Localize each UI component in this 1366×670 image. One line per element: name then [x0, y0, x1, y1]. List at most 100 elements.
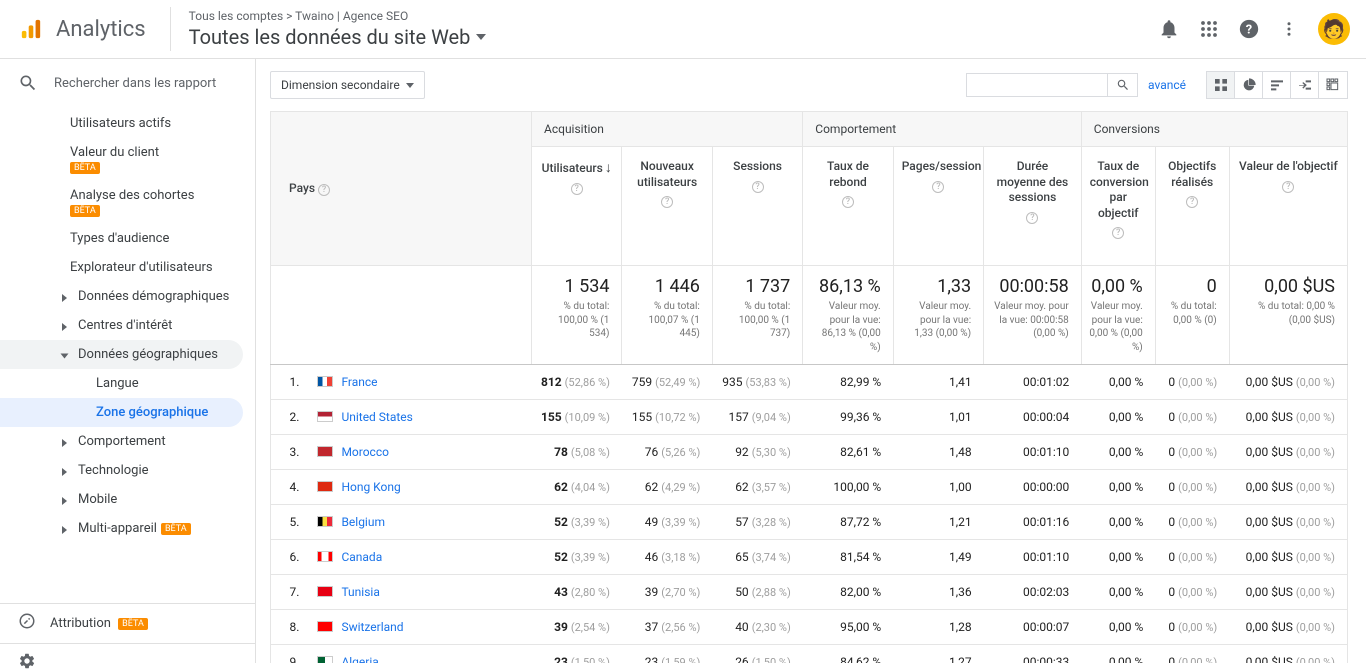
cell-pages: 1,21	[893, 505, 983, 540]
group-header-behavior: Comportement	[803, 112, 1081, 147]
view-table-button[interactable]	[1207, 72, 1235, 98]
cell-newusers: 759(52,49 %)	[622, 365, 712, 400]
cell-users: 812(52,86 %)	[532, 365, 622, 400]
country-link[interactable]: Belgium	[341, 515, 385, 529]
avatar[interactable]: 🧑	[1318, 13, 1350, 45]
view-bar-button[interactable]	[1263, 72, 1291, 98]
cell-sessions: 57(3,28 %)	[712, 505, 802, 540]
expand-icon	[62, 294, 67, 302]
sidebar-item-attribution[interactable]: Attribution BÊTA	[0, 604, 255, 643]
sidebar-item[interactable]: Types d'audience	[0, 224, 255, 253]
table-row[interactable]: 5.Belgium52(3,39 %)49(3,39 %)57(3,28 %)8…	[271, 505, 1348, 540]
sidebar-item[interactable]: Multi-appareilBÊTA	[0, 514, 255, 543]
help-icon[interactable]: ?	[932, 181, 944, 193]
analytics-logo	[20, 17, 42, 41]
bell-icon[interactable]	[1158, 18, 1180, 40]
country-link[interactable]: Hong Kong	[341, 480, 400, 494]
cell-convrate: 0,00 %	[1081, 540, 1155, 575]
view-compare-button[interactable]	[1291, 72, 1319, 98]
more-vert-icon[interactable]	[1280, 18, 1298, 40]
table-row[interactable]: 9.Algeria23(1,50 %)23(1,59 %)26(1,50 %)8…	[271, 645, 1348, 663]
view-pivot-button[interactable]	[1319, 72, 1347, 98]
cell-value: 0,00 $US(0,00 %)	[1229, 505, 1347, 540]
cell-convrate: 0,00 %	[1081, 470, 1155, 505]
group-header-conversions: Conversions	[1081, 112, 1347, 147]
table-row[interactable]: 7.Tunisia43(2,80 %)39(2,70 %)50(2,88 %)8…	[271, 575, 1348, 610]
help-icon[interactable]: ?	[842, 196, 854, 208]
app-header: Analytics Tous les comptes > Twaino | Ag…	[0, 0, 1366, 59]
compare-icon	[1297, 77, 1313, 93]
breadcrumb[interactable]: Tous les comptes > Twaino | Agence SEO	[189, 9, 1158, 23]
help-icon[interactable]: ?	[318, 184, 330, 196]
table-row[interactable]: 3.Morocco78(5,08 %)76(5,26 %)92(5,30 %)8…	[271, 435, 1348, 470]
sidebar-item[interactable]: Analyse des cohortesBÊTA	[0, 181, 255, 224]
cell-sessions: 65(3,74 %)	[712, 540, 802, 575]
col-header-pages[interactable]: Pages/session?	[893, 147, 983, 266]
table-row[interactable]: 2.United States155(10,09 %)155(10,72 %)1…	[271, 400, 1348, 435]
sidebar-item[interactable]: Valeur du clientBÊTA	[0, 138, 255, 181]
col-header-value[interactable]: Valeur de l'objectif?	[1229, 147, 1347, 266]
sidebar-item[interactable]: Comportement	[0, 427, 255, 456]
table-row[interactable]: 8.Switzerland39(2,54 %)37(2,56 %)40(2,30…	[271, 610, 1348, 645]
view-title-dropdown[interactable]: Toutes les données du site Web	[189, 25, 1158, 49]
country-link[interactable]: Morocco	[341, 445, 389, 459]
col-header-users[interactable]: Utilisateurs↓?	[532, 147, 622, 266]
expand-icon	[62, 439, 67, 447]
sidebar-item[interactable]: Langue	[0, 369, 255, 398]
col-header-bounce[interactable]: Taux de rebond?	[803, 147, 893, 266]
table-search-button[interactable]	[1107, 74, 1137, 96]
secondary-dimension-dropdown[interactable]: Dimension secondaire	[270, 71, 425, 99]
col-header-newusers[interactable]: Nouveaux utilisateurs?	[622, 147, 712, 266]
table-row[interactable]: 4.Hong Kong62(4,04 %)62(4,29 %)62(3,57 %…	[271, 470, 1348, 505]
country-link[interactable]: Tunisia	[341, 585, 379, 599]
help-icon[interactable]: ?	[1026, 212, 1038, 224]
sidebar-item[interactable]: Données démographiques	[0, 282, 255, 311]
country-link[interactable]: United States	[341, 410, 412, 424]
help-icon[interactable]: ?	[1282, 181, 1294, 193]
cell-value: 0,00 $US(0,00 %)	[1229, 470, 1347, 505]
cell-sessions: 50(2,88 %)	[712, 575, 802, 610]
cell-duration: 00:00:07	[984, 610, 1082, 645]
beta-badge: BÊTA	[70, 205, 100, 217]
help-icon[interactable]: ?	[571, 183, 583, 195]
cell-newusers: 49(3,39 %)	[622, 505, 712, 540]
sidebar-item[interactable]: Données géographiques	[0, 340, 243, 369]
country-link[interactable]: Canada	[341, 550, 382, 564]
help-icon[interactable]: ?	[1238, 18, 1260, 40]
col-header-sessions[interactable]: Sessions?	[712, 147, 802, 266]
col-header-goals[interactable]: Objectifs réalisés?	[1155, 147, 1229, 266]
table-search-input[interactable]	[967, 74, 1107, 96]
col-header-duration[interactable]: Durée moyenne des sessions?	[984, 147, 1082, 266]
help-icon[interactable]: ?	[1186, 196, 1198, 208]
sidebar-item-admin[interactable]	[0, 643, 255, 663]
help-icon[interactable]: ?	[752, 181, 764, 193]
col-header-convrate[interactable]: Taux de conversion par objectif?	[1081, 147, 1155, 266]
sidebar-item[interactable]: Explorateur d'utilisateurs	[0, 253, 255, 282]
country-link[interactable]: Switzerland	[341, 620, 403, 634]
view-pie-button[interactable]	[1235, 72, 1263, 98]
country-link[interactable]: France	[341, 375, 377, 389]
cell-value: 0,00 $US(0,00 %)	[1229, 435, 1347, 470]
cell-duration: 00:01:10	[984, 435, 1082, 470]
dimension-header[interactable]: Pays?	[271, 112, 532, 266]
sidebar-item[interactable]: Technologie	[0, 456, 255, 485]
sidebar-item-label: Types d'audience	[70, 231, 169, 246]
cell-pages: 1,41	[893, 365, 983, 400]
sidebar-search[interactable]: Rechercher dans les rapport	[0, 59, 255, 109]
apps-icon[interactable]	[1200, 20, 1218, 38]
sidebar-item[interactable]: Zone géographique	[0, 398, 243, 427]
advanced-link[interactable]: avancé	[1148, 78, 1186, 92]
table-row[interactable]: 6.Canada52(3,39 %)46(3,18 %)65(3,74 %)81…	[271, 540, 1348, 575]
sidebar-item[interactable]: Centres d'intérêt	[0, 311, 255, 340]
table-row[interactable]: 1.France812(52,86 %)759(52,49 %)935(53,8…	[271, 365, 1348, 400]
cell-duration: 00:01:16	[984, 505, 1082, 540]
table-toolbar: Dimension secondaire avancé	[270, 71, 1348, 99]
sidebar-item[interactable]: Utilisateurs actifs	[0, 109, 255, 138]
help-icon[interactable]: ?	[1112, 227, 1124, 239]
country-link[interactable]: Algeria	[341, 655, 378, 663]
sidebar-item[interactable]: Mobile	[0, 485, 255, 514]
pie-icon	[1241, 77, 1257, 93]
help-icon[interactable]: ?	[661, 196, 673, 208]
sidebar-item-label: Attribution	[50, 616, 111, 631]
cell-sessions: 40(2,30 %)	[712, 610, 802, 645]
